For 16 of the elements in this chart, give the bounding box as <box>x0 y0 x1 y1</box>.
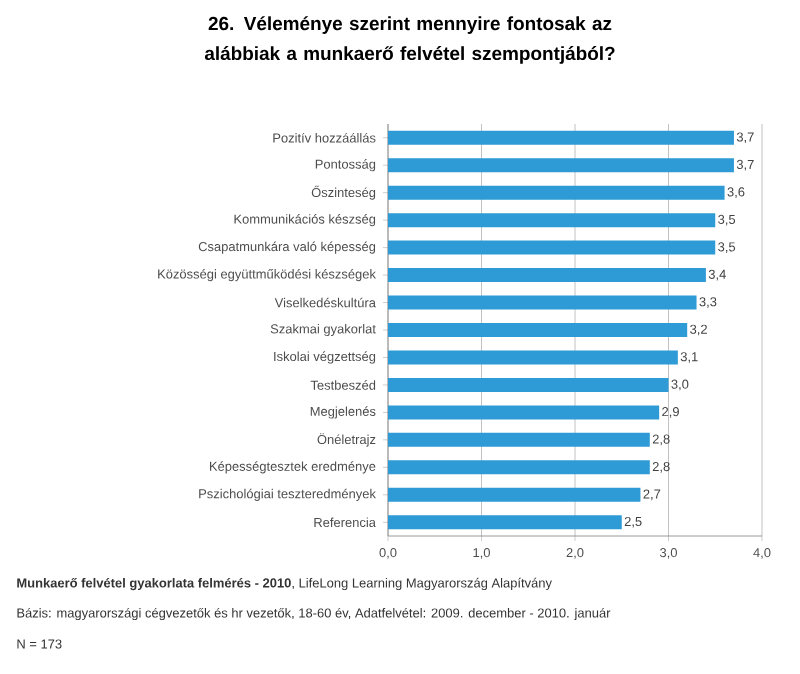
bar <box>388 350 678 365</box>
bar <box>388 158 734 173</box>
bar <box>388 295 697 310</box>
bar <box>388 240 716 255</box>
bar <box>388 377 669 392</box>
bar <box>388 213 716 228</box>
bar <box>388 130 734 145</box>
bar <box>388 487 641 502</box>
bar <box>388 432 650 447</box>
bar <box>388 185 725 200</box>
bar <box>388 405 660 420</box>
bar <box>388 268 706 283</box>
bar <box>388 323 688 337</box>
bar <box>388 515 622 530</box>
bar <box>388 460 650 475</box>
chart-title: 26. Véleménye szerint mennyire fontosak az alábbiak a munkaerő felvétel szempontjából? <box>204 16 615 64</box>
